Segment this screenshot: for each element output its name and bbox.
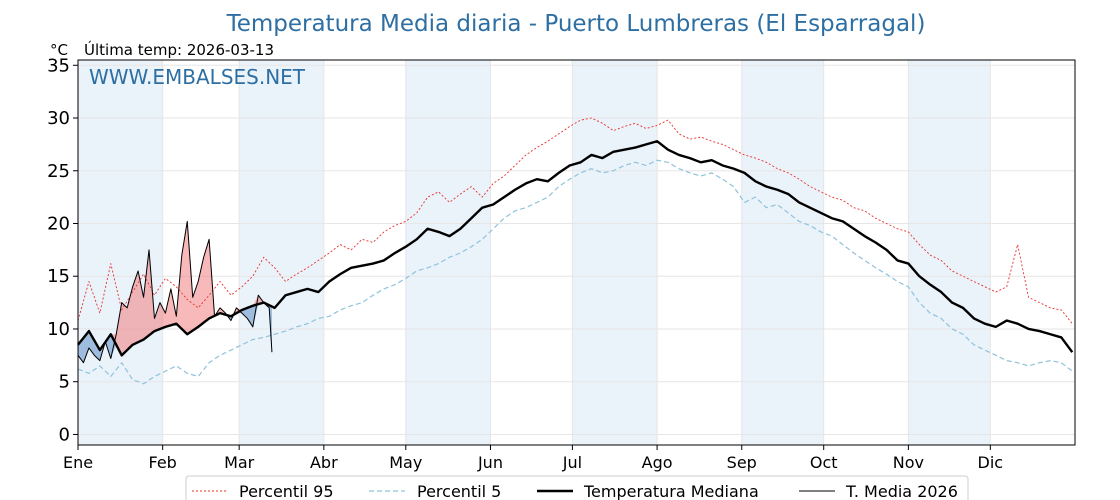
month-band [405, 60, 491, 445]
x-tick-label: Feb [149, 453, 177, 472]
watermark: WWW.EMBALSES.NET [89, 65, 306, 89]
x-tick-label: Abr [310, 453, 338, 472]
x-tick-label: Jul [562, 453, 582, 472]
x-tick-label: Ago [642, 453, 673, 472]
series-line-current [77, 220, 273, 364]
month-bands [78, 60, 991, 445]
series-lines [77, 117, 1074, 385]
y-tick-label: 20 [47, 213, 70, 234]
y-tick-label: 30 [47, 108, 70, 129]
legend-label-p5: Percentil 5 [417, 482, 501, 500]
legend-label-current: T. Media 2026 [845, 482, 958, 500]
month-band [908, 60, 991, 445]
x-tick-label: May [389, 453, 422, 472]
x-tick-label: Oct [810, 453, 838, 472]
x-tick-label: Jun [477, 453, 503, 472]
legend-label-median: Temperatura Mediana [583, 482, 759, 500]
series-line-median [77, 140, 1074, 357]
month-band [741, 60, 824, 445]
legend-box [185, 475, 969, 500]
y-tick-label: 0 [59, 424, 70, 445]
anomaly-fills [78, 221, 272, 363]
month-band [572, 60, 658, 445]
series-line-p95 [77, 117, 1073, 324]
fill-below-median [78, 302, 272, 363]
month-band [239, 60, 324, 445]
y-tick-label: 25 [47, 161, 70, 182]
plot-frame [77, 59, 1076, 446]
x-tick-label: Dic [978, 453, 1004, 472]
y-tick-label: 5 [59, 372, 70, 393]
x-tick-label: Mar [224, 453, 255, 472]
series-line-p5 [77, 159, 1073, 385]
x-tick-label: Nov [893, 453, 924, 472]
last-temp-label: Última temp: 2026-03-13 [84, 40, 274, 59]
grid-lines [77, 60, 1075, 445]
fill-above-median [78, 221, 272, 356]
y-tick-label: 10 [47, 319, 70, 340]
legend-label-p95: Percentil 95 [239, 482, 334, 500]
chart-title: Temperatura Media diaria - Puerto Lumbre… [226, 11, 926, 37]
x-tick-label: Sep [727, 453, 757, 472]
y-axis: 0 5 10 15 20 25 30 35 [47, 55, 78, 445]
y-tick-label: 35 [47, 55, 70, 76]
x-axis: Ene Feb Mar Abr May Jun Jul Ago Sep Oct Nov Dic [63, 445, 1003, 472]
x-tick-label: Ene [63, 453, 93, 472]
legend: Percentil 95 Percentil 5 Temperatura Med… [185, 475, 969, 500]
unit-label: °C [50, 41, 68, 59]
y-tick-label: 15 [47, 266, 70, 287]
